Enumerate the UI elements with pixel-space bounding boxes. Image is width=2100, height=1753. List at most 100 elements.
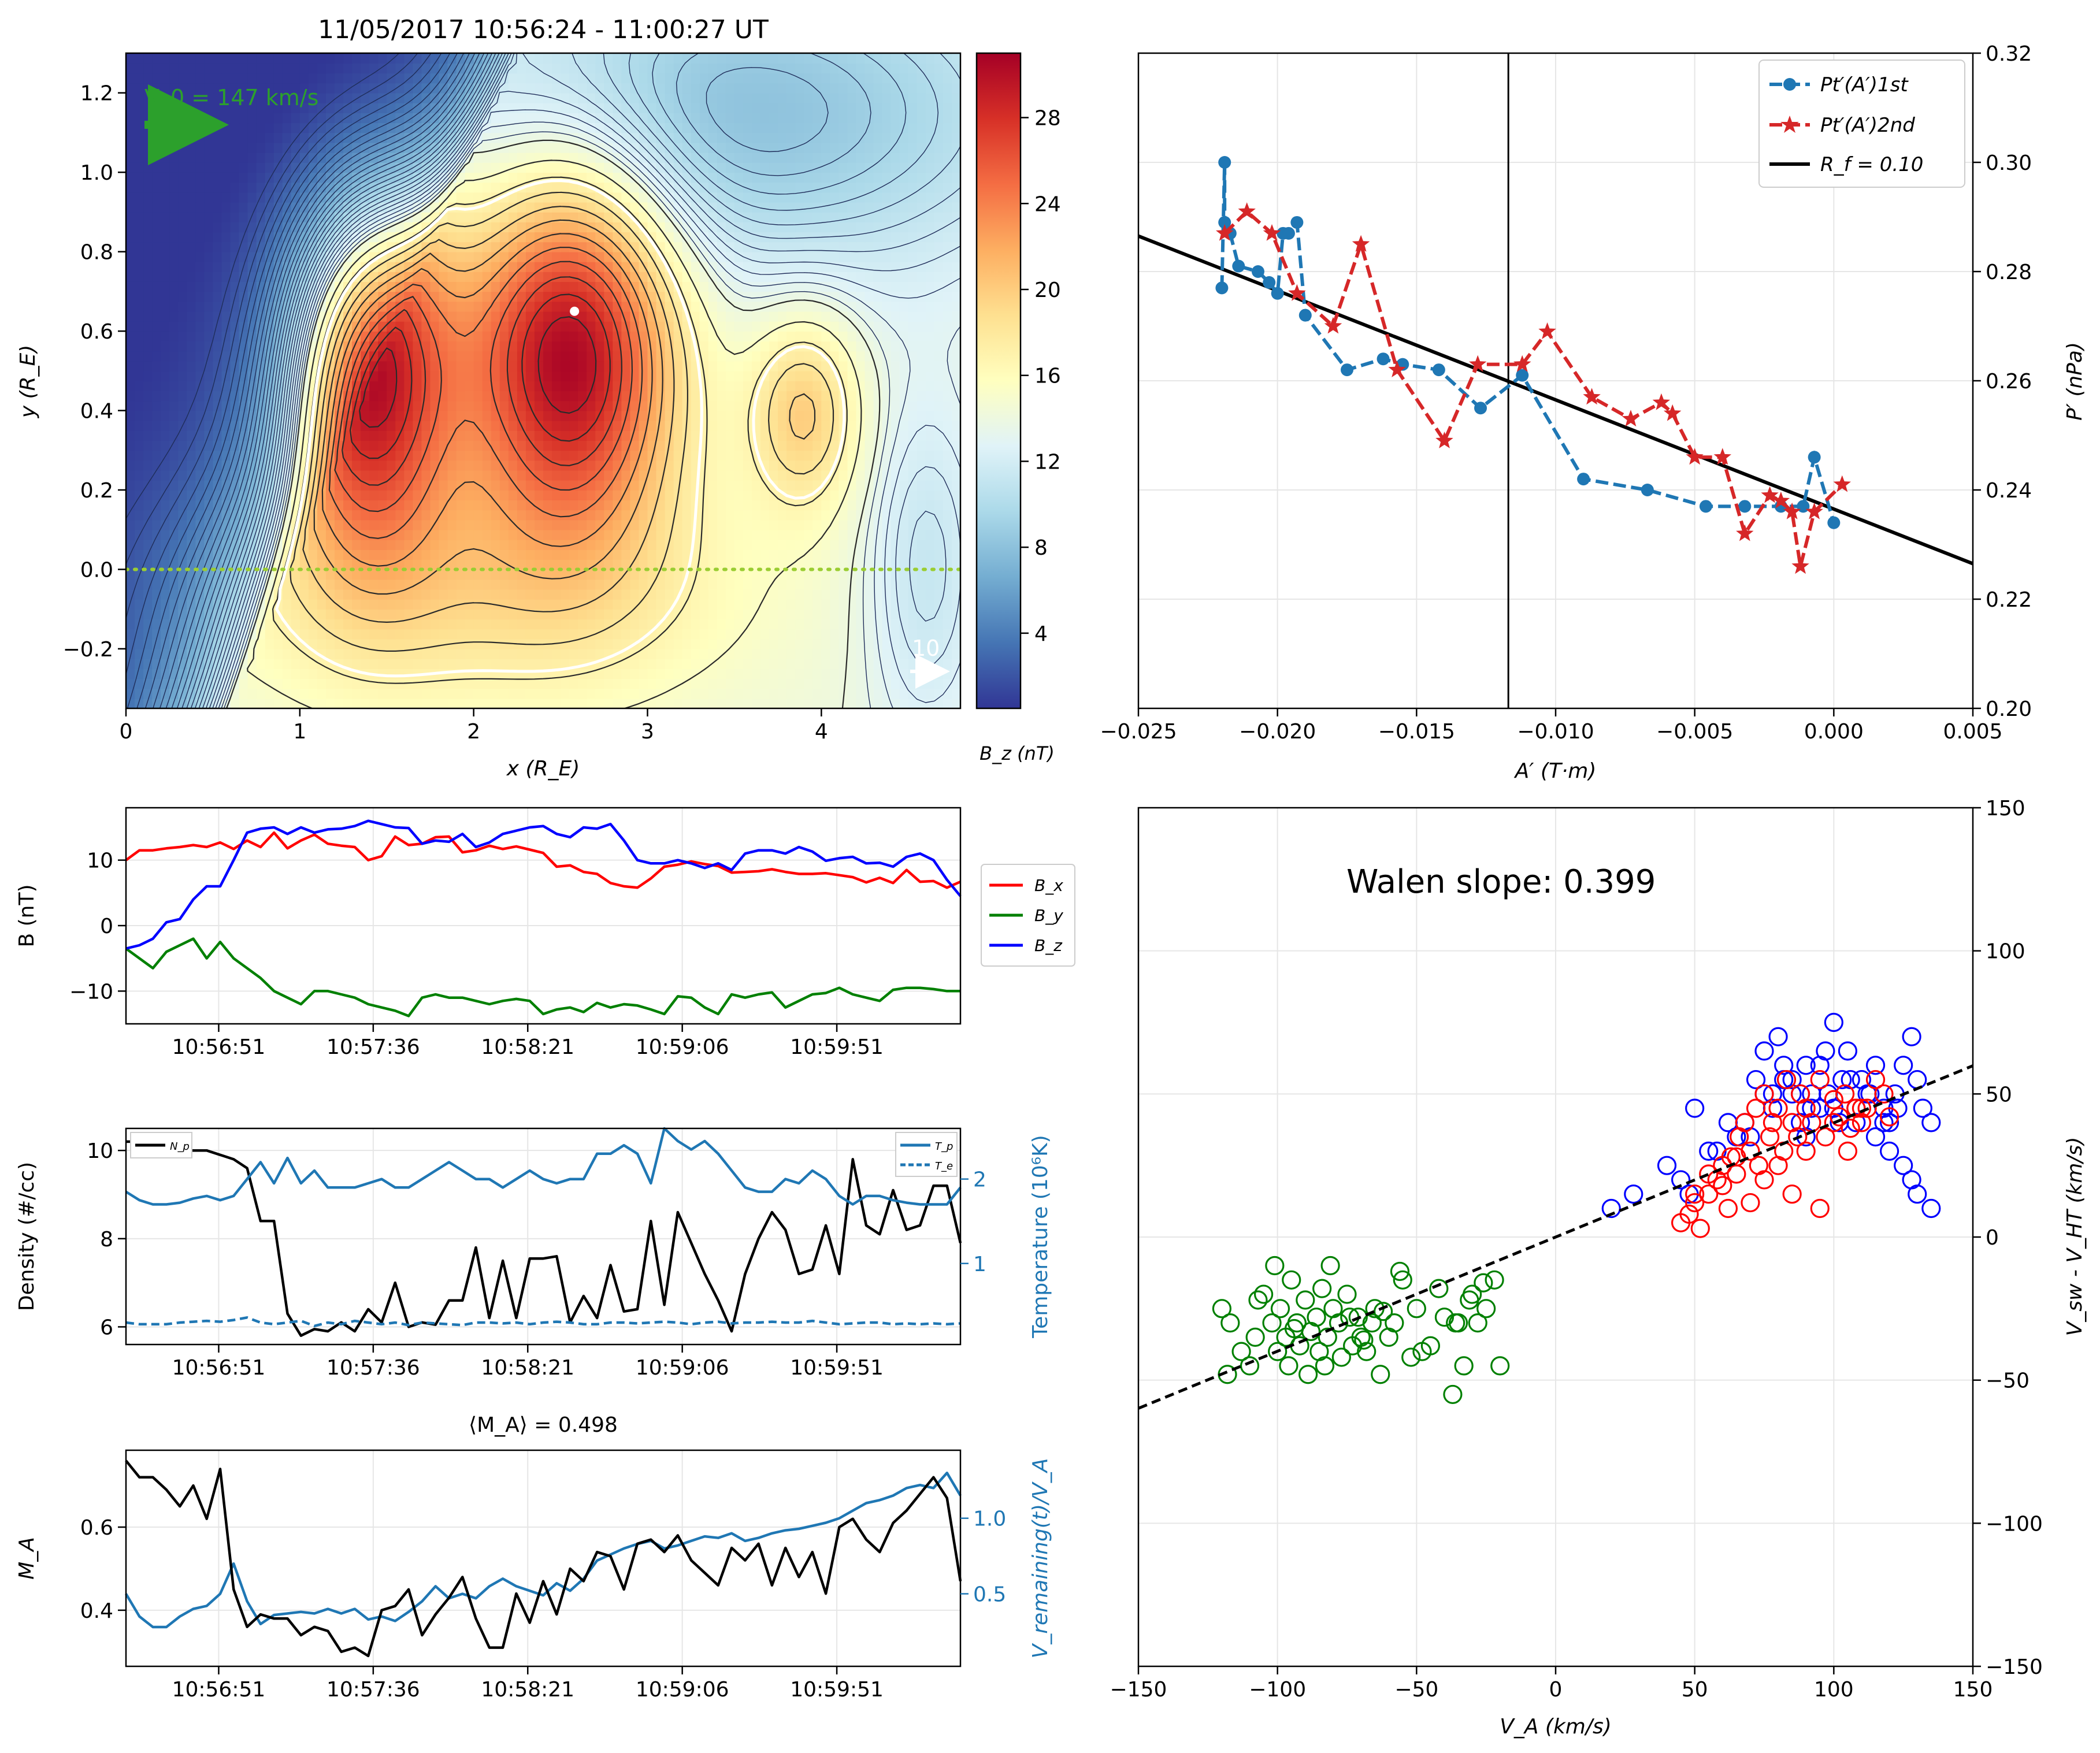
heatmap-cell <box>708 589 718 600</box>
heatmap-cell <box>387 638 396 649</box>
heatmap-cell <box>917 391 926 402</box>
heatmap-cell <box>525 301 535 312</box>
heatmap-cell <box>899 579 909 590</box>
heatmap-cell <box>734 202 744 213</box>
heatmap-cell <box>665 480 674 491</box>
heatmap-cell <box>491 529 500 540</box>
heatmap-cell <box>430 391 440 402</box>
heatmap-cell <box>951 619 960 630</box>
heatmap-cell <box>630 678 640 689</box>
heatmap-cell <box>613 668 622 679</box>
heatmap-cell <box>917 510 926 521</box>
heatmap-cell <box>760 549 770 560</box>
heatmap-cell <box>943 420 952 431</box>
heatmap-cell <box>335 678 344 689</box>
heatmap-cell <box>630 579 640 590</box>
heatmap-cell <box>508 619 518 630</box>
heatmap-cell <box>578 638 588 649</box>
heatmap-cell <box>404 211 414 222</box>
heatmap-cell <box>152 539 161 550</box>
heatmap-cell <box>378 638 388 649</box>
heatmap-cell <box>247 659 257 670</box>
heatmap-cell <box>499 659 509 670</box>
heatmap-cell <box>673 529 683 540</box>
heatmap-cell <box>908 500 918 511</box>
heatmap-cell <box>647 609 657 620</box>
heatmap-cell <box>491 311 500 322</box>
heatmap-cell <box>369 678 379 689</box>
heatmap-cell <box>821 331 831 342</box>
heatmap-cell <box>665 500 674 511</box>
heatmap-cell <box>152 599 161 610</box>
heatmap-cell <box>613 519 622 530</box>
heatmap-cell <box>499 519 509 530</box>
heatmap-cell <box>569 361 578 372</box>
heatmap-cell <box>786 430 796 441</box>
heatmap-cell <box>335 529 344 540</box>
heatmap-cell <box>734 331 744 342</box>
heatmap-cell <box>865 370 874 381</box>
heatmap-cell <box>856 619 866 630</box>
heatmap-cell <box>299 559 309 570</box>
heatmap-cell <box>838 619 848 630</box>
heatmap-cell <box>447 400 457 411</box>
heatmap-cell <box>291 619 300 630</box>
heatmap-cell <box>325 480 335 491</box>
heatmap-cell <box>378 519 388 530</box>
heatmap-cell <box>856 261 866 272</box>
heatmap-cell <box>804 192 814 203</box>
heatmap-cell <box>639 361 648 372</box>
heatmap-cell <box>865 668 874 679</box>
heatmap-cell <box>951 678 960 689</box>
heatmap-cell <box>951 341 960 352</box>
heatmap-cell <box>587 678 596 689</box>
heatmap-cell <box>821 659 831 670</box>
heatmap-cell <box>126 202 135 213</box>
heatmap-cell <box>161 301 170 312</box>
heatmap-cell <box>473 251 483 262</box>
heatmap-cell <box>743 539 752 550</box>
heatmap-cell <box>204 480 214 491</box>
heatmap-cell <box>126 420 135 431</box>
heatmap-cell <box>491 569 500 580</box>
heatmap-cell <box>317 668 326 679</box>
heatmap-cell <box>786 638 796 649</box>
heatmap-cell <box>951 579 960 590</box>
heatmap-cell <box>882 678 892 689</box>
heatmap-cell <box>595 232 605 243</box>
heatmap-cell <box>335 638 344 649</box>
heatmap-cell <box>195 351 205 362</box>
heatmap-cell <box>778 599 787 610</box>
heatmap-cell <box>743 678 752 689</box>
heatmap-cell <box>161 678 170 689</box>
heatmap-cell <box>465 440 474 451</box>
heatmap-cell <box>899 648 909 659</box>
heatmap-cell <box>413 440 422 451</box>
heatmap-cell <box>456 400 466 411</box>
heatmap-cell <box>569 668 578 679</box>
heatmap-cell <box>499 450 509 461</box>
heatmap-cell <box>126 559 135 570</box>
heatmap-cell <box>821 311 831 322</box>
heatmap-cell <box>656 609 666 620</box>
map-plot-area <box>126 53 960 708</box>
heatmap-cell <box>178 261 188 272</box>
heatmap-cell <box>717 659 726 670</box>
heatmap-cell <box>778 678 787 689</box>
heatmap-cell <box>508 490 518 500</box>
heatmap-cell <box>717 311 726 322</box>
heatmap-cell <box>482 539 492 550</box>
heatmap-cell <box>525 420 535 431</box>
heatmap-cell <box>717 569 726 580</box>
heatmap-cell <box>717 480 726 491</box>
heatmap-cell <box>769 211 778 222</box>
heatmap-cell <box>821 510 831 521</box>
heatmap-cell <box>456 361 466 372</box>
heatmap-cell <box>456 688 466 699</box>
heatmap-cell <box>169 311 179 322</box>
heatmap-cell <box>161 202 170 213</box>
heatmap-cell <box>917 301 926 312</box>
heatmap-cell <box>447 251 457 262</box>
heatmap-cell <box>647 638 657 649</box>
heatmap-cell <box>673 381 683 391</box>
